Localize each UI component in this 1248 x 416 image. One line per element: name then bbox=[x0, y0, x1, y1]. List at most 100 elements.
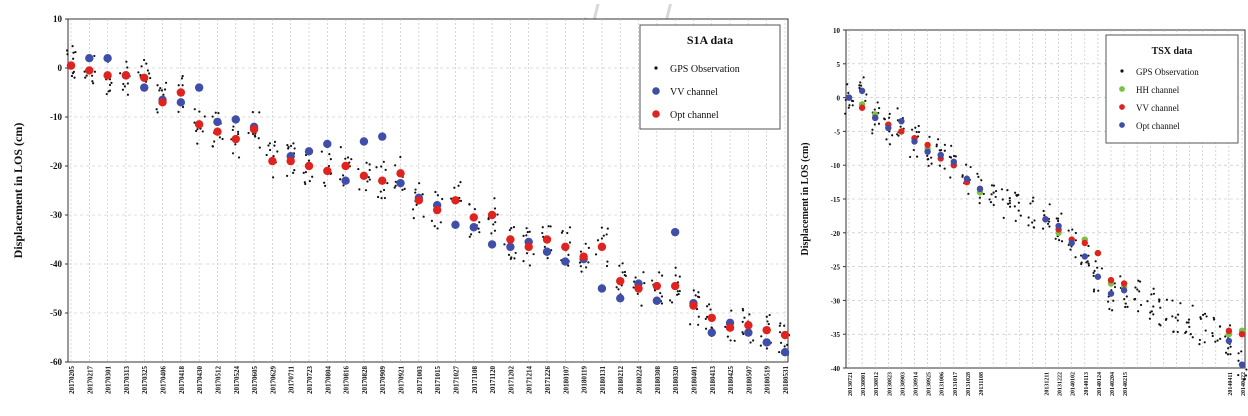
x-tick-label: 20140124 bbox=[1097, 372, 1103, 396]
gps-point bbox=[1014, 219, 1017, 223]
gps-point bbox=[528, 264, 531, 267]
gps-point bbox=[293, 147, 296, 150]
gps-point bbox=[1138, 290, 1141, 293]
gps-point bbox=[709, 308, 712, 311]
gps-point bbox=[468, 203, 471, 206]
data-point bbox=[85, 66, 94, 75]
gps-point bbox=[1211, 334, 1214, 338]
gps-point bbox=[286, 174, 289, 177]
gps-point bbox=[605, 264, 609, 268]
gps-point bbox=[258, 111, 261, 114]
data-point bbox=[341, 176, 350, 185]
gps-point bbox=[302, 171, 305, 174]
gps-point bbox=[122, 82, 125, 86]
gps-point bbox=[936, 138, 940, 141]
gps-point bbox=[1218, 325, 1222, 328]
gps-point bbox=[768, 313, 771, 317]
gps-point bbox=[196, 142, 199, 145]
legend-label: GPS Observation bbox=[670, 64, 740, 75]
gps-point bbox=[121, 88, 125, 91]
gps-point bbox=[164, 81, 168, 84]
gps-point bbox=[526, 230, 529, 234]
gps-point bbox=[766, 320, 769, 323]
gps-point bbox=[1203, 341, 1206, 344]
gps-point bbox=[181, 105, 185, 109]
y-tick-label: -20 bbox=[831, 230, 841, 238]
gps-point bbox=[786, 343, 789, 347]
gps-point bbox=[730, 309, 733, 312]
data-point bbox=[911, 138, 918, 145]
y-tick-label: -25 bbox=[831, 264, 841, 272]
y-tick-label: -15 bbox=[831, 196, 841, 204]
x-tick-label: 20170430 bbox=[196, 366, 204, 395]
gps-point bbox=[878, 106, 881, 110]
x-tick-label: 20131222 bbox=[1058, 372, 1064, 396]
gps-point bbox=[1237, 359, 1240, 362]
data-point bbox=[451, 196, 460, 205]
gps-point bbox=[439, 221, 442, 224]
data-point bbox=[924, 148, 931, 155]
gps-point bbox=[927, 164, 930, 167]
data-point bbox=[231, 134, 240, 144]
gps-point bbox=[864, 99, 867, 102]
gps-point bbox=[532, 253, 535, 256]
data-point bbox=[66, 61, 76, 70]
legend-marker bbox=[1119, 122, 1125, 128]
gps-point bbox=[126, 93, 130, 96]
legend-label: Opt channel bbox=[670, 110, 719, 121]
gps-point bbox=[70, 74, 74, 78]
gps-point bbox=[1237, 373, 1240, 377]
gps-point bbox=[90, 74, 94, 77]
gps-point bbox=[928, 135, 931, 138]
gps-point bbox=[1013, 205, 1016, 208]
gps-point bbox=[783, 324, 786, 327]
gps-point bbox=[1212, 318, 1216, 321]
gps-point bbox=[1096, 266, 1099, 269]
data-point bbox=[1107, 276, 1115, 284]
gps-point bbox=[1119, 275, 1122, 278]
x-tick-label: 20170524 bbox=[233, 366, 241, 395]
legend-title: S1A data bbox=[687, 33, 733, 47]
gps-point bbox=[1002, 216, 1005, 219]
gps-point bbox=[394, 180, 397, 183]
x-tick-label: 20180401 bbox=[690, 366, 698, 395]
gps-point bbox=[1056, 219, 1060, 223]
gps-point bbox=[1100, 267, 1104, 270]
gps-point bbox=[414, 191, 417, 194]
gps-point bbox=[989, 200, 993, 204]
gps-point bbox=[358, 188, 361, 191]
gps-point bbox=[909, 155, 912, 159]
gps-point bbox=[276, 150, 279, 153]
gps-point bbox=[678, 289, 681, 293]
gps-point bbox=[560, 231, 564, 234]
gps-point bbox=[1057, 238, 1061, 242]
gps-point bbox=[1203, 312, 1207, 315]
gps-point bbox=[365, 161, 368, 164]
gps-point bbox=[541, 226, 544, 229]
data-point bbox=[103, 71, 112, 80]
y-axis-label: Displacement in LOS (cm) bbox=[800, 142, 811, 255]
data-point bbox=[140, 73, 149, 83]
data-point bbox=[744, 321, 753, 330]
gps-point bbox=[1093, 288, 1096, 291]
gps-point bbox=[992, 184, 996, 187]
gps-point bbox=[888, 116, 891, 119]
gps-point bbox=[692, 289, 695, 292]
gps-point bbox=[992, 191, 995, 194]
gps-point bbox=[123, 85, 127, 88]
gps-point bbox=[844, 112, 847, 115]
gps-point bbox=[859, 81, 862, 84]
data-point bbox=[194, 83, 204, 92]
gps-point bbox=[883, 118, 887, 121]
gps-point bbox=[1087, 262, 1090, 265]
gps-point bbox=[897, 134, 900, 137]
gps-point bbox=[634, 276, 637, 279]
gps-point bbox=[1176, 319, 1179, 322]
legend-box bbox=[639, 24, 781, 130]
gps-point bbox=[783, 345, 786, 348]
gps-point bbox=[1017, 209, 1020, 212]
gps-point bbox=[1187, 321, 1190, 324]
x-tick-label: 20170828 bbox=[361, 366, 369, 395]
gps-point bbox=[436, 227, 439, 230]
gps-point bbox=[528, 230, 531, 233]
